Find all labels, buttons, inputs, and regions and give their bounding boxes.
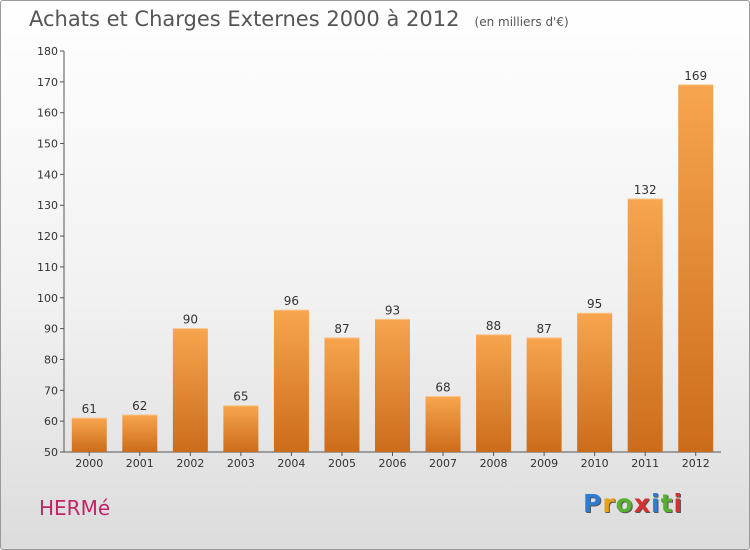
chart-title: Achats et Charges Externes 2000 à 2012 bbox=[29, 7, 460, 31]
y-tick-label: 140 bbox=[37, 168, 58, 181]
bar-value-label: 169 bbox=[684, 69, 707, 83]
x-tick-label: 2010 bbox=[581, 457, 609, 470]
bar-value-label: 87 bbox=[334, 322, 349, 336]
bar-value-label: 132 bbox=[634, 183, 657, 197]
proxiti-logo[interactable]: Proxiti bbox=[583, 489, 683, 518]
x-tick-label: 2007 bbox=[429, 457, 457, 470]
x-tick-label: 2001 bbox=[126, 457, 154, 470]
bar bbox=[324, 337, 360, 452]
logo-letter: i bbox=[673, 489, 684, 518]
y-tick-label: 130 bbox=[37, 199, 58, 212]
x-tick-label: 2006 bbox=[379, 457, 407, 470]
x-tick-label: 2000 bbox=[75, 457, 103, 470]
bar bbox=[627, 199, 663, 452]
bar-value-label: 62 bbox=[132, 399, 147, 413]
title-row: Achats et Charges Externes 2000 à 2012 (… bbox=[29, 7, 569, 31]
y-tick-label: 90 bbox=[44, 323, 58, 336]
x-tick-label: 2005 bbox=[328, 457, 356, 470]
logo-letter: r bbox=[602, 489, 616, 518]
x-tick-label: 2011 bbox=[631, 457, 659, 470]
x-tick-label: 2012 bbox=[682, 457, 710, 470]
y-tick-label: 110 bbox=[37, 261, 58, 274]
bar-value-label: 88 bbox=[486, 319, 501, 333]
bar bbox=[425, 396, 461, 452]
bar bbox=[577, 313, 613, 452]
bar-value-label: 95 bbox=[587, 297, 602, 311]
bar bbox=[172, 328, 208, 452]
x-tick-label: 2003 bbox=[227, 457, 255, 470]
logo-letter: P bbox=[583, 489, 603, 518]
y-tick-label: 70 bbox=[44, 384, 58, 397]
bar bbox=[476, 334, 512, 452]
bar-value-label: 68 bbox=[435, 380, 450, 394]
y-tick-label: 170 bbox=[37, 76, 58, 89]
x-tick-label: 2004 bbox=[277, 457, 305, 470]
y-tick-label: 180 bbox=[37, 45, 58, 58]
logo-letter: o bbox=[615, 489, 634, 518]
y-tick-label: 160 bbox=[37, 107, 58, 120]
bar bbox=[526, 337, 562, 452]
bar bbox=[71, 418, 107, 452]
y-tick-label: 150 bbox=[37, 138, 58, 151]
y-tick-label: 120 bbox=[37, 230, 58, 243]
bar-value-label: 65 bbox=[233, 390, 248, 404]
logo-letter: i bbox=[651, 489, 661, 518]
bar-value-label: 61 bbox=[82, 402, 97, 416]
bar bbox=[273, 310, 309, 452]
chart-unit: (en milliers d'€) bbox=[474, 15, 569, 29]
bar bbox=[122, 414, 158, 452]
y-tick-label: 100 bbox=[37, 292, 58, 305]
bar bbox=[375, 319, 410, 452]
logo-letter: t bbox=[660, 489, 674, 518]
bar bbox=[223, 405, 259, 452]
bar-value-label: 93 bbox=[385, 303, 400, 317]
bar bbox=[678, 84, 714, 452]
bar-value-label: 87 bbox=[536, 322, 551, 336]
x-tick-label: 2009 bbox=[530, 457, 558, 470]
y-tick-label: 60 bbox=[44, 415, 58, 428]
x-tick-label: 2008 bbox=[480, 457, 508, 470]
y-tick-label: 50 bbox=[44, 446, 58, 459]
x-tick-label: 2002 bbox=[176, 457, 204, 470]
bar-value-label: 96 bbox=[284, 294, 299, 308]
logo-letter: x bbox=[633, 489, 651, 518]
commune-name: HERMé bbox=[39, 496, 111, 520]
y-tick-label: 80 bbox=[44, 353, 58, 366]
bar-value-label: 90 bbox=[183, 313, 198, 327]
